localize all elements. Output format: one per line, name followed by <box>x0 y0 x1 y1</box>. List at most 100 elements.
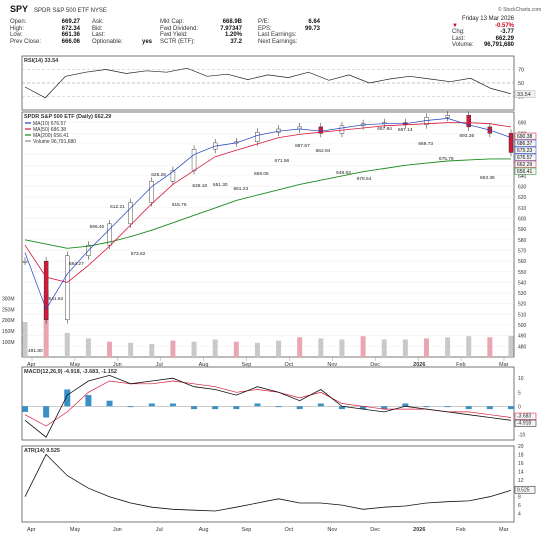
price-annotation: 697.14 <box>398 127 413 133</box>
candle-body <box>508 133 514 153</box>
macd-histogram-bar <box>381 406 388 410</box>
macd-histogram-bar <box>85 395 92 407</box>
candle-body <box>149 181 154 203</box>
atr-tick-label: 12 <box>518 478 524 484</box>
x-axis-label: May <box>70 527 81 533</box>
price-value-label: 662.29 <box>517 162 533 168</box>
quote-col-1: Open: 669.27 High: 672.34 Low: 661.36 Prev … <box>10 19 80 45</box>
volume-bar <box>212 339 218 357</box>
quote-key: Low: <box>10 32 23 39</box>
quote-key: P/E: <box>258 19 270 25</box>
price-annotation: 662.94 <box>316 148 331 154</box>
price-tick-label: 590 <box>518 227 527 233</box>
quote-key: High: <box>10 25 25 32</box>
price-tick-label: 600 <box>518 217 527 223</box>
quote-row: Ask: <box>92 19 152 26</box>
x-axis-label: Apr <box>27 362 36 368</box>
macd-histogram-bar <box>444 406 451 408</box>
price-value-box <box>514 146 537 154</box>
volume-bar <box>360 336 366 357</box>
x-axis-label: Nov <box>327 362 337 368</box>
price-tick-label: 560 <box>518 259 527 265</box>
price-value-label: 686.37 <box>517 141 533 147</box>
rsi-tick-label: 50 <box>518 81 524 87</box>
candle-body <box>466 114 471 128</box>
quote-row: Prev Close: 666.06 <box>10 39 80 46</box>
quote-summary: Friday 13 Mar 2026 ▼ -0.57% Chg: -3.77 Las… <box>452 16 514 49</box>
price-annotation: 663.36 <box>480 175 495 181</box>
x-axis-label: Nov <box>327 527 337 533</box>
x-axis-label: Jul <box>156 527 163 533</box>
macd-histogram-bar <box>106 400 113 407</box>
price-tick-label: 580 <box>518 238 527 244</box>
price-annotation: 612.21 <box>110 204 125 210</box>
volume-bar <box>423 338 429 357</box>
price-annotation: 615.76 <box>172 202 187 208</box>
change-percent: -0.57% <box>494 22 514 29</box>
price-value-box <box>514 160 537 168</box>
quote-row: Last Earnings: <box>258 32 320 39</box>
atr-tick-label: 6 <box>518 503 521 509</box>
volume-bar <box>107 341 113 357</box>
legend-label: MA(200) 656.41 <box>33 133 69 139</box>
x-axis-label: Jul <box>156 362 163 368</box>
quote-header: SPY SPDR S&P 500 ETF NYSE © StockCharts.… <box>0 0 548 54</box>
macd-histogram-bar <box>64 389 71 407</box>
volume-bar <box>402 339 408 357</box>
atr-value-box <box>514 485 536 494</box>
macd-histogram-bar <box>254 403 261 407</box>
price-tick-label: 540 <box>518 280 527 286</box>
quote-value: 669.27 <box>61 19 80 25</box>
macd-tick-label: 10 <box>518 376 524 382</box>
price-annotation: 541.62 <box>49 296 64 302</box>
quote-key: Ask: <box>92 19 104 25</box>
price-annotation: 596.40 <box>90 224 105 230</box>
price-annotation: 671.56 <box>275 158 290 164</box>
quote-row: Mkt Cap: 668.9B <box>160 19 242 26</box>
macd-histogram-bar <box>233 406 240 410</box>
candle-body <box>445 114 450 118</box>
macd-tick-label: -10 <box>518 432 525 438</box>
volume-value: 96,791,680 <box>483 42 514 49</box>
price-annotation: 651.23 <box>233 186 248 192</box>
ma50-line <box>24 122 512 283</box>
rsi-value-box <box>514 90 536 98</box>
atr-title: ATR(14) 9.525 <box>24 448 60 454</box>
quote-row: Volume: 96,791,680 <box>452 42 514 49</box>
price-panel <box>21 111 515 358</box>
quote-row: SCTR (ETF): 37.2 <box>160 39 242 46</box>
volume-bar <box>487 337 493 357</box>
price-tick-label: 510 <box>518 312 527 318</box>
volume-bar <box>43 291 49 357</box>
atr-line <box>24 453 512 512</box>
macd-title: MACD(12,26,9) -4.918, -3.683, -1.152 <box>24 369 117 375</box>
quote-value: 1.20% <box>224 32 242 39</box>
quote-col-3: Mkt Cap: 668.9B Fwd Dividend: 7.97347 Fwd … <box>160 19 242 45</box>
quote-row: Bid: <box>92 26 152 33</box>
volume-tick-label: 200M <box>2 318 15 324</box>
quote-row: Open: 669.27 <box>10 19 80 26</box>
x-axis-label: Mar <box>499 527 509 533</box>
volume-bar <box>170 340 176 357</box>
quote-key: Bid: <box>92 25 103 32</box>
price-annotation: 648.53 <box>336 170 351 176</box>
volume-bar <box>233 341 239 357</box>
candle-body <box>170 170 176 182</box>
quote-row: High: 672.34 <box>10 26 80 33</box>
x-axis-label: Aug <box>199 527 209 533</box>
rsi-value-label: 33.54 <box>517 92 531 98</box>
price-tick-label: 630 <box>518 185 527 191</box>
price-annotation: 564.27 <box>69 261 84 267</box>
macd-histogram-bar <box>212 406 219 410</box>
quote-key: Last: <box>452 35 466 42</box>
price-tick-label: 480 <box>518 344 527 350</box>
x-axis-label: Aug <box>199 362 209 368</box>
quote-key: Prev Close: <box>10 38 42 45</box>
quote-key: SCTR (ETF): <box>160 38 195 45</box>
macd-histogram-bar <box>486 406 493 410</box>
atr-tick-label: 4 <box>518 512 521 518</box>
x-axis-label: Sep <box>242 362 252 368</box>
macd-value-box <box>514 412 537 420</box>
quote-value: 99.73 <box>304 25 320 32</box>
price-tick-label: 570 <box>518 248 527 254</box>
